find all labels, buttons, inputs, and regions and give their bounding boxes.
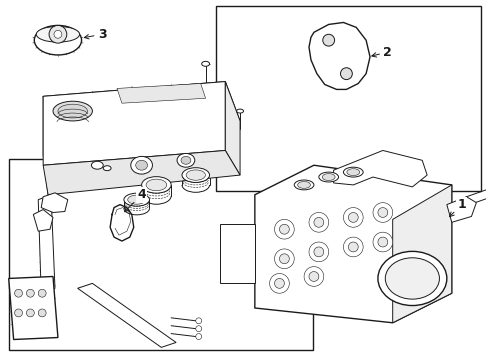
Circle shape <box>314 217 324 227</box>
Ellipse shape <box>322 174 335 180</box>
Circle shape <box>378 237 388 247</box>
Text: 3: 3 <box>84 28 106 41</box>
Polygon shape <box>9 276 58 339</box>
Circle shape <box>309 271 319 282</box>
Ellipse shape <box>58 104 88 118</box>
Circle shape <box>348 212 358 222</box>
Circle shape <box>196 326 202 332</box>
Ellipse shape <box>146 179 167 191</box>
Circle shape <box>348 242 358 252</box>
Ellipse shape <box>182 168 210 183</box>
Circle shape <box>15 289 23 297</box>
Ellipse shape <box>385 258 440 299</box>
Circle shape <box>26 309 34 317</box>
Circle shape <box>15 309 23 317</box>
Polygon shape <box>43 150 240 195</box>
Circle shape <box>378 208 388 217</box>
Ellipse shape <box>34 26 81 55</box>
FancyBboxPatch shape <box>220 224 255 283</box>
Ellipse shape <box>36 26 79 42</box>
Circle shape <box>323 34 335 46</box>
Ellipse shape <box>237 109 244 113</box>
Ellipse shape <box>294 180 314 190</box>
Text: 4: 4 <box>124 188 146 212</box>
Ellipse shape <box>347 169 360 176</box>
Ellipse shape <box>319 172 339 182</box>
Polygon shape <box>447 197 476 222</box>
Ellipse shape <box>53 101 93 121</box>
Circle shape <box>343 208 363 227</box>
Polygon shape <box>255 165 452 323</box>
Circle shape <box>309 242 329 262</box>
Ellipse shape <box>297 181 311 188</box>
Polygon shape <box>117 84 206 103</box>
Circle shape <box>373 232 392 252</box>
Ellipse shape <box>202 61 210 66</box>
Polygon shape <box>43 82 240 136</box>
Circle shape <box>274 219 294 239</box>
Polygon shape <box>33 210 53 231</box>
Ellipse shape <box>92 161 103 169</box>
Circle shape <box>274 278 284 288</box>
Circle shape <box>54 30 62 38</box>
Ellipse shape <box>103 166 111 171</box>
Ellipse shape <box>181 156 191 164</box>
Ellipse shape <box>124 193 149 206</box>
Circle shape <box>196 318 202 324</box>
Ellipse shape <box>128 195 146 204</box>
Ellipse shape <box>131 156 152 174</box>
Circle shape <box>38 309 46 317</box>
Polygon shape <box>38 195 55 293</box>
Polygon shape <box>43 96 48 195</box>
Circle shape <box>38 289 46 297</box>
Ellipse shape <box>177 153 195 167</box>
Ellipse shape <box>136 160 147 170</box>
Ellipse shape <box>186 170 205 180</box>
Circle shape <box>343 237 363 257</box>
Circle shape <box>341 68 352 80</box>
Polygon shape <box>309 22 370 89</box>
Ellipse shape <box>378 251 447 306</box>
Bar <box>9 159 313 350</box>
Polygon shape <box>225 82 240 175</box>
Text: 1: 1 <box>449 198 466 217</box>
Circle shape <box>270 274 289 293</box>
Circle shape <box>196 334 202 339</box>
Polygon shape <box>334 150 427 187</box>
Ellipse shape <box>142 177 171 193</box>
Circle shape <box>279 224 289 234</box>
Polygon shape <box>41 193 68 212</box>
Circle shape <box>314 247 324 257</box>
Polygon shape <box>43 82 225 165</box>
Ellipse shape <box>343 167 363 177</box>
Circle shape <box>304 267 324 286</box>
Circle shape <box>279 254 289 264</box>
Polygon shape <box>392 185 452 323</box>
Bar <box>216 6 481 191</box>
Circle shape <box>309 212 329 232</box>
Circle shape <box>49 26 67 43</box>
Circle shape <box>274 249 294 269</box>
Circle shape <box>26 289 34 297</box>
Polygon shape <box>77 283 176 347</box>
Text: 2: 2 <box>372 45 392 59</box>
Circle shape <box>373 203 392 222</box>
